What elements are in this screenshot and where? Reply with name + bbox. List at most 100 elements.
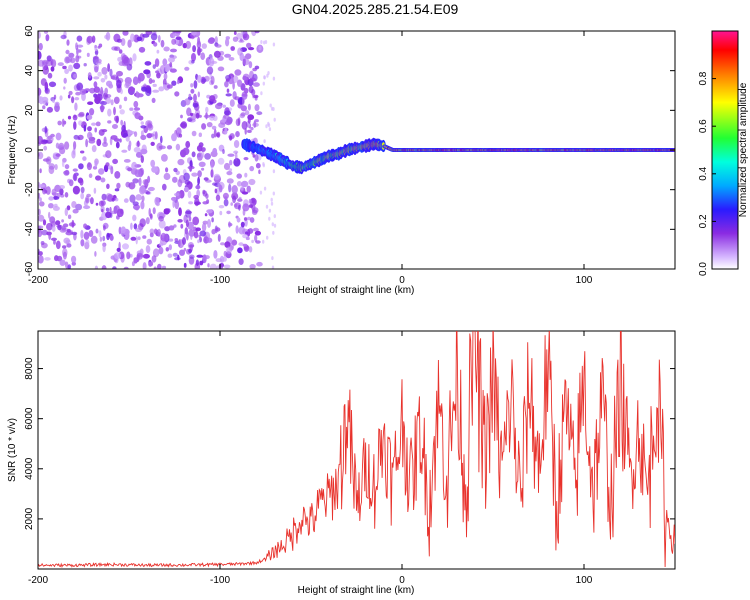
heatmap-cell — [154, 58, 160, 67]
heatmap-cell — [236, 173, 242, 179]
heatmap-cell — [38, 42, 43, 51]
heatmap-cell — [137, 236, 141, 241]
heatmap-cell — [228, 57, 235, 61]
heatmap-cell — [104, 74, 108, 80]
heatmap-cell — [135, 207, 139, 211]
heatmap-cell — [173, 224, 177, 228]
heatmap-cell — [55, 240, 61, 250]
heatmap-cell — [271, 265, 275, 269]
heatmap-cell — [129, 107, 134, 111]
heatmap-cell — [66, 228, 71, 233]
heatmap-cell — [173, 167, 178, 173]
heatmap-cell — [152, 83, 157, 87]
heatmap-cell — [122, 31, 129, 36]
heatmap-cell — [254, 230, 261, 236]
heatmap-cell — [75, 91, 81, 96]
heatmap-cell — [74, 102, 78, 111]
heatmap-cell — [48, 232, 52, 240]
heatmap-cell — [223, 264, 231, 269]
heatmap-cell — [271, 256, 274, 261]
heatmap-cell — [210, 160, 214, 169]
heatmap-cell — [127, 39, 132, 48]
heatmap-cell — [39, 197, 42, 202]
heatmap-cell — [132, 76, 139, 85]
heatmap-cell — [175, 36, 182, 40]
heatmap-cell — [222, 104, 226, 108]
heatmap-cell — [272, 169, 276, 174]
heatmap-cell — [119, 104, 122, 110]
heatmap-cell — [236, 217, 241, 223]
heatmap-cell — [96, 138, 102, 147]
heatmap-cell — [90, 235, 98, 244]
heatmap-cell — [116, 79, 122, 89]
heatmap-cell — [162, 78, 167, 87]
heatmap-cell — [234, 203, 238, 208]
heatmap-cell — [239, 113, 245, 119]
heatmap-cell — [98, 200, 104, 207]
heatmap-cell — [93, 86, 101, 93]
heatmap-cell — [45, 34, 49, 42]
heatmap-cell — [38, 151, 44, 160]
heatmap-cell — [73, 141, 77, 150]
heatmap-cell — [158, 215, 165, 222]
colorbar-tick-label: 0.2 — [698, 214, 709, 228]
heatmap-cell — [272, 191, 275, 196]
heatmap-cell — [46, 55, 52, 62]
colorbar-gradient — [711, 30, 739, 270]
heatmap-cell — [101, 265, 107, 269]
heatmap-cell — [46, 106, 54, 113]
heatmap-cell — [109, 68, 113, 77]
heatmap-cell — [256, 261, 263, 267]
heatmap-cell — [154, 131, 158, 140]
heatmap-cell — [113, 206, 118, 214]
heatmap-cell — [224, 127, 228, 135]
heatmap-cell — [64, 207, 69, 217]
heatmap-cell — [128, 182, 136, 190]
heatmap-cell — [86, 35, 93, 44]
y-tick-label: -60 — [24, 261, 35, 276]
heatmap-cell — [142, 179, 148, 185]
heatmap-cell — [213, 128, 217, 138]
y-tick-label: 8000 — [24, 357, 35, 380]
heatmap-cell — [60, 34, 67, 40]
heatmap-cell — [98, 168, 105, 175]
heatmap-cell — [243, 217, 248, 221]
heatmap-cell — [210, 60, 218, 64]
heatmap-cell — [59, 95, 63, 101]
heatmap-cell — [213, 173, 221, 180]
heatmap-cell — [254, 104, 260, 112]
heatmap-cell — [107, 108, 112, 117]
heatmap-cell — [112, 124, 118, 129]
heatmap-cell — [198, 161, 206, 167]
heatmap-cell — [102, 235, 106, 242]
heatmap-cell — [168, 244, 172, 251]
heatmap-cell — [63, 77, 67, 84]
heatmap-cell — [155, 70, 160, 74]
heatmap-cell — [172, 199, 175, 208]
heatmap-cell — [196, 254, 204, 258]
heatmap-cell — [126, 251, 131, 260]
heatmap-cell — [102, 244, 106, 253]
heatmap-cell — [260, 40, 263, 44]
heatmap-cell — [138, 177, 142, 187]
heatmap-cell — [248, 246, 253, 253]
heatmap-cell — [38, 208, 41, 216]
heatmap-cell — [42, 100, 49, 106]
heatmap-cell — [83, 205, 91, 210]
heatmap-cell — [132, 201, 139, 206]
heatmap-cell — [119, 138, 122, 143]
heatmap-cell — [120, 38, 126, 46]
heatmap-cell — [145, 245, 151, 254]
heatmap-cell — [231, 192, 239, 200]
heatmap-cell — [62, 65, 67, 70]
heatmap-cell — [266, 73, 269, 78]
heatmap-cell — [38, 251, 43, 256]
heatmap-cell — [193, 93, 197, 103]
heatmap-cell — [267, 121, 270, 126]
spectrogram-x-ticks: -200 -100 0 100 — [28, 31, 593, 286]
heatmap-cell — [129, 194, 136, 203]
heatmap-cell — [130, 222, 133, 230]
heatmap-cell — [206, 122, 213, 128]
heatmap-cell — [248, 61, 253, 69]
heatmap-cell — [269, 103, 272, 108]
